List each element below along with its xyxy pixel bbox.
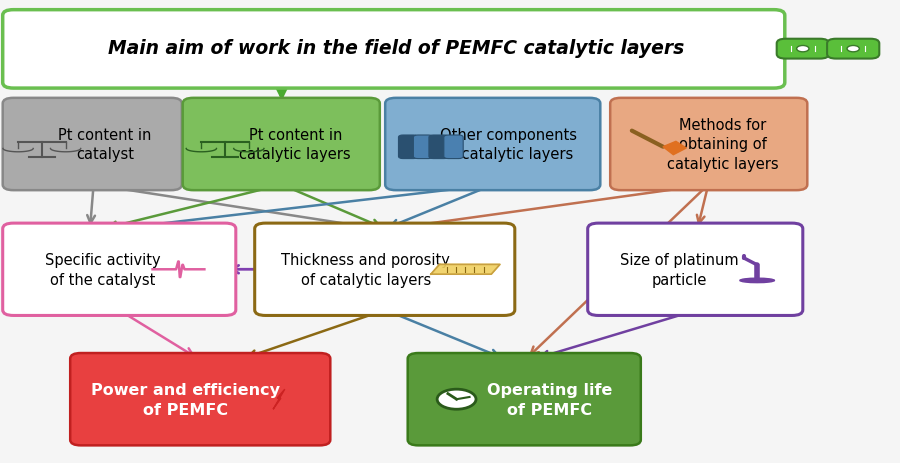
Text: Main aim of work in the field of PEMFC catalytic layers: Main aim of work in the field of PEMFC c… xyxy=(108,39,684,58)
FancyBboxPatch shape xyxy=(588,224,803,316)
FancyBboxPatch shape xyxy=(70,353,330,445)
FancyBboxPatch shape xyxy=(413,136,433,159)
Text: Thickness and porosity
of catalytic layers: Thickness and porosity of catalytic laye… xyxy=(281,252,450,287)
FancyBboxPatch shape xyxy=(3,11,785,89)
FancyBboxPatch shape xyxy=(183,99,380,191)
Text: Size of platinum
particle: Size of platinum particle xyxy=(620,252,739,287)
FancyBboxPatch shape xyxy=(444,136,464,159)
Text: Pt content in
catalyst: Pt content in catalyst xyxy=(58,127,151,162)
FancyBboxPatch shape xyxy=(3,99,182,191)
FancyBboxPatch shape xyxy=(255,224,515,316)
Text: Pt content in
catalytic layers: Pt content in catalytic layers xyxy=(239,127,351,162)
Polygon shape xyxy=(663,142,687,156)
Ellipse shape xyxy=(740,279,774,283)
Text: Methods for
obtaining of
catalytic layers: Methods for obtaining of catalytic layer… xyxy=(667,118,778,172)
FancyBboxPatch shape xyxy=(777,40,829,59)
Circle shape xyxy=(796,46,809,53)
FancyBboxPatch shape xyxy=(399,136,418,159)
Text: Other components
of catalytic layers: Other components of catalytic layers xyxy=(440,127,577,162)
FancyBboxPatch shape xyxy=(827,40,879,59)
FancyBboxPatch shape xyxy=(610,99,807,191)
Text: Operating life
of PEMFC: Operating life of PEMFC xyxy=(487,382,612,417)
Polygon shape xyxy=(431,265,500,275)
FancyBboxPatch shape xyxy=(385,99,600,191)
Text: Power and efficiency
of PEMFC: Power and efficiency of PEMFC xyxy=(92,382,281,417)
Text: Specific activity
of the catalyst: Specific activity of the catalyst xyxy=(44,252,160,287)
FancyBboxPatch shape xyxy=(3,224,236,316)
Polygon shape xyxy=(273,389,284,409)
Circle shape xyxy=(847,46,860,53)
FancyBboxPatch shape xyxy=(408,353,641,445)
FancyBboxPatch shape xyxy=(429,136,448,159)
Circle shape xyxy=(437,389,476,409)
